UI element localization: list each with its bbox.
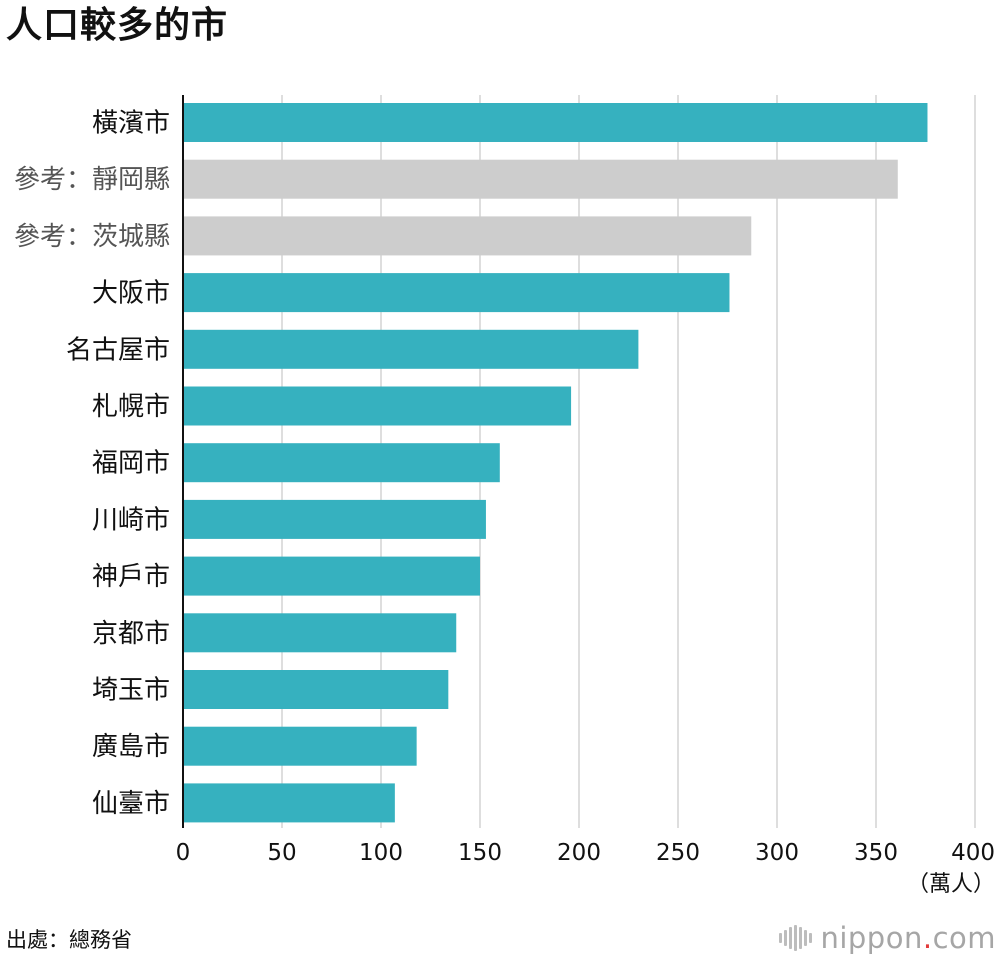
x-tick-label-6: 300 [755, 840, 799, 866]
bar-0 [183, 103, 928, 142]
bar-10 [183, 670, 449, 709]
chart-title: 人口較多的市 [6, 5, 229, 46]
category-labels: 橫濱市參考：靜岡縣參考：茨城縣大阪市名古屋市札幌市福岡市川崎市神戶市京都市埼玉市… [14, 109, 170, 819]
bar-5 [183, 386, 572, 426]
logo-name: nippon [820, 921, 923, 955]
x-tick-labels: 0 50 100 150 200 250 300 350 400 [176, 840, 995, 866]
logo-suffix: com [932, 921, 996, 955]
category-label-9: 京都市 [92, 619, 170, 649]
bar-7 [183, 499, 486, 539]
category-label-0: 橫濱市 [92, 109, 170, 139]
logo-mark-icon [779, 925, 813, 951]
x-tick-label-7: 350 [854, 840, 898, 866]
x-tick-label-5: 250 [656, 840, 700, 866]
bar-1 [183, 159, 898, 199]
category-label-5: 札幌市 [92, 392, 170, 422]
x-tick-label-4: 200 [557, 840, 601, 866]
category-label-3: 大阪市 [92, 279, 170, 309]
category-label-8: 神戶市 [92, 562, 170, 592]
bar-12 [183, 783, 395, 823]
bar-4 [183, 329, 639, 369]
bar-9 [183, 613, 457, 653]
category-label-1: 參考：靜岡縣 [14, 165, 170, 195]
x-tick-label-2: 100 [359, 840, 403, 866]
bar-chart: 橫濱市參考：靜岡縣參考：茨城縣大阪市名古屋市札幌市福岡市川崎市神戶市京都市埼玉市… [14, 95, 995, 897]
category-label-11: 廣島市 [92, 732, 170, 762]
category-label-7: 川崎市 [92, 505, 170, 535]
x-tick-label-3: 150 [458, 840, 502, 866]
bars [183, 103, 928, 823]
x-tick-label-0: 0 [176, 840, 191, 866]
bar-3 [183, 273, 730, 313]
logo-dot: . [922, 921, 933, 955]
bar-8 [183, 556, 480, 596]
x-tick-label-8: 400 [951, 840, 995, 866]
category-label-2: 參考：茨城縣 [14, 222, 170, 252]
category-label-12: 仙臺市 [92, 789, 170, 819]
nippon-logo: nippon.com [779, 918, 996, 958]
bar-2 [183, 216, 752, 256]
bar-11 [183, 726, 417, 766]
category-label-10: 埼玉市 [92, 676, 170, 706]
logo-wordmark: nippon.com [820, 921, 996, 955]
bar-6 [183, 443, 500, 483]
category-label-6: 福岡市 [92, 449, 170, 479]
x-axis-unit-label: （萬人） [907, 872, 995, 897]
x-tick-label-1: 50 [267, 840, 296, 866]
category-label-4: 名古屋市 [66, 335, 170, 365]
source-note: 出處：總務省 [6, 928, 132, 952]
